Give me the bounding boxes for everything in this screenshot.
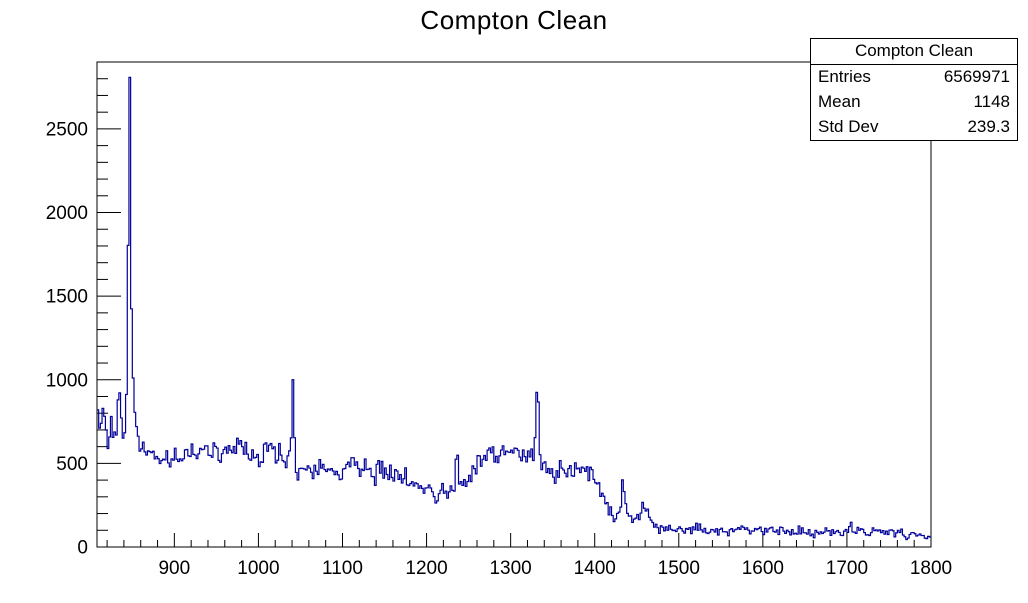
- x-tick-label: 1500: [658, 558, 700, 579]
- x-tick-label: 1300: [489, 558, 531, 579]
- x-tick-label: 1200: [405, 558, 447, 579]
- y-tick-label: 1000: [46, 370, 88, 391]
- plot-frame: [96, 61, 932, 548]
- x-tick-label: 1600: [742, 558, 784, 579]
- histogram-line: [97, 76, 931, 541]
- stats-entries-value: 6569971: [943, 67, 1010, 86]
- stats-mean-label: Mean: [818, 92, 861, 111]
- stats-stddev-label: Std Dev: [818, 117, 879, 136]
- y-tick-label: 0: [77, 538, 88, 559]
- stats-row-stddev: Std Dev 239.3: [811, 115, 1017, 140]
- plot-title: Compton Clean: [420, 5, 608, 35]
- x-tick-label: 1100: [322, 558, 363, 579]
- stats-stddev-value: 239.3: [967, 117, 1010, 136]
- stats-box-title: Compton Clean: [811, 39, 1017, 65]
- stats-row-entries: Entries 6569971: [811, 65, 1017, 90]
- stats-mean-value: 1148: [973, 92, 1010, 111]
- y-tick-label: 500: [56, 454, 88, 475]
- y-tick-label: 1500: [46, 287, 88, 308]
- x-tick-label: 1800: [910, 558, 952, 579]
- y-tick-label: 2500: [46, 119, 88, 140]
- x-tick-label: 1700: [826, 558, 868, 579]
- x-tick-label: 1000: [237, 558, 279, 579]
- x-tick-label: 1400: [574, 558, 616, 579]
- stats-row-mean: Mean 1148: [811, 90, 1017, 115]
- y-tick-label: 2000: [46, 203, 88, 224]
- stats-box: Compton Clean Entries 6569971 Mean 1148 …: [810, 38, 1018, 141]
- stats-entries-label: Entries: [818, 67, 871, 86]
- x-tick-label: 900: [158, 558, 190, 579]
